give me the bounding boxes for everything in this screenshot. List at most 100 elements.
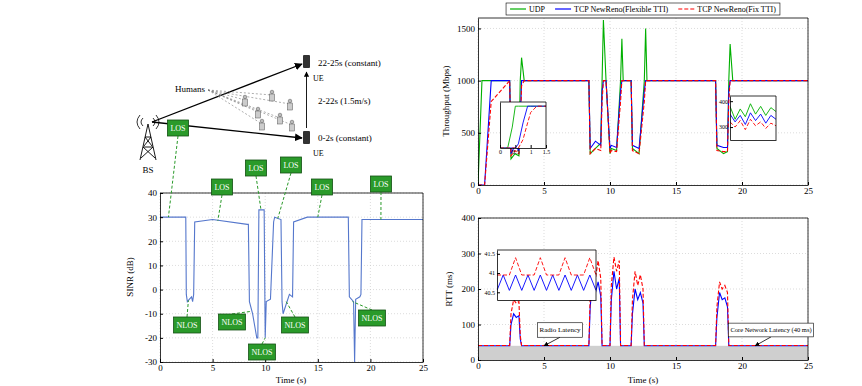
- tick: 5: [542, 182, 547, 196]
- tick-mark: [497, 273, 500, 274]
- grid-line: [160, 241, 423, 242]
- grid-line: [544, 18, 545, 185]
- tick-mark: [478, 254, 481, 255]
- y-axis-title: Throughput (Mbps): [441, 65, 451, 136]
- tick: -20: [145, 333, 163, 343]
- tick: 20: [738, 182, 748, 196]
- annotation-link: [187, 300, 188, 317]
- series-line: [497, 258, 596, 275]
- annotation-link: [262, 338, 265, 344]
- tick-label: 1500: [457, 24, 476, 34]
- inset-background: [500, 102, 546, 148]
- annotation-link: [232, 311, 252, 314]
- tick-mark: [730, 101, 733, 102]
- plot-area: [497, 258, 596, 291]
- human-head: [243, 95, 247, 99]
- human-icon: [256, 107, 261, 118]
- annotation-arrow: [544, 337, 560, 346]
- x-axis: 0510152025: [158, 359, 428, 373]
- grid-line: [160, 265, 423, 266]
- human-icon: [260, 119, 265, 130]
- tick-label: -10: [145, 309, 157, 319]
- y-axis: 0100200300400: [462, 213, 482, 365]
- grid-line: [160, 337, 423, 338]
- human-body: [288, 103, 293, 110]
- x-axis: [498, 300, 597, 301]
- tick-label: 0: [153, 285, 158, 295]
- human-head: [260, 119, 264, 123]
- grid-line: [478, 185, 808, 186]
- y-axis: [500, 103, 501, 149]
- annotation-link: [278, 173, 291, 218]
- legend-item: TCP NewReno(Fix TTI): [678, 5, 776, 14]
- chart: 0510152025-30-20-10010203040Time (s)SINR…: [125, 120, 429, 385]
- x-axis: 0510152025: [476, 182, 813, 196]
- tick: 25: [804, 182, 814, 196]
- figure: BSUEUE22-25s (constant)2-22s (1.5m/s)0-2…: [0, 0, 862, 386]
- x-axis: 0510152025: [476, 357, 813, 371]
- x-axis-title: Time (s): [276, 375, 306, 385]
- tick-label: 40: [148, 188, 158, 198]
- annotation: LOS: [211, 179, 232, 221]
- annotation: Core Network Latency (40 ms): [728, 323, 813, 346]
- tick-label: 200: [462, 284, 476, 294]
- human-icon: [243, 95, 248, 106]
- inset-background: [730, 96, 776, 140]
- annotation: NLOS: [249, 338, 276, 360]
- ue-label: UE: [313, 74, 324, 83]
- annotation-label: LOS: [214, 183, 229, 192]
- x-axis-title: Time (s): [628, 375, 658, 385]
- tick: 100: [462, 320, 482, 330]
- tick-mark: [478, 28, 481, 29]
- grid-line: [478, 28, 808, 29]
- annotation-box: [537, 323, 582, 338]
- series-line: [730, 119, 776, 129]
- tick-label: 5: [542, 186, 547, 196]
- tick-label: 10: [261, 363, 271, 373]
- tick-mark: [160, 362, 163, 363]
- tick-label: 0: [471, 355, 476, 365]
- series-line: [497, 275, 596, 290]
- annotation: NLOS: [282, 302, 309, 333]
- tick-label: 15: [314, 363, 324, 373]
- annotation-box: [359, 310, 386, 326]
- tick-label: 5: [211, 363, 216, 373]
- human-head: [288, 99, 292, 103]
- scenario-diagram: BSUEUE22-25s (constant)2-22s (1.5m/s)0-2…: [137, 55, 381, 175]
- human-body: [256, 111, 261, 118]
- tick: 500: [462, 128, 482, 138]
- tick-label: 20: [366, 363, 376, 373]
- legend-label: TCP NewReno(Flexible TTI): [574, 5, 669, 14]
- inset-background: [497, 250, 596, 300]
- tick: -30: [145, 357, 163, 367]
- tick-mark: [610, 357, 611, 360]
- plot-frame: [497, 250, 596, 300]
- legend: UDP TCP NewReno(Flexible TTI) TCP NewReno(…: [506, 3, 780, 15]
- tick-label: 25: [804, 186, 814, 196]
- annotation-label: NLOS: [177, 321, 198, 330]
- legend-item: UDP: [510, 5, 546, 14]
- tick-label: 41: [489, 270, 495, 276]
- tick-label: 20: [738, 361, 748, 371]
- tick: 0.5: [512, 145, 520, 155]
- plot-area: [478, 20, 808, 185]
- axis-line: [498, 300, 597, 301]
- tick-label: 0: [499, 149, 502, 155]
- plot-frame: [160, 193, 423, 362]
- tick-mark: [531, 145, 532, 148]
- pointer-line: [208, 90, 262, 124]
- tick-mark: [676, 182, 677, 185]
- annotation-box: [245, 160, 266, 176]
- tick-label: 0: [476, 361, 481, 371]
- tick-mark: [160, 241, 163, 242]
- y-axis: -30-20-10010203040: [145, 188, 163, 367]
- ue-icon: [303, 55, 310, 68]
- series-line: [500, 106, 546, 148]
- grid-line: [212, 193, 213, 362]
- grid-line: [160, 217, 423, 218]
- human-body: [278, 117, 283, 124]
- movement-arrow: [306, 72, 307, 128]
- human-body: [290, 124, 295, 131]
- tick: 41.5: [485, 251, 501, 257]
- annotation-label: NLOS: [362, 314, 383, 323]
